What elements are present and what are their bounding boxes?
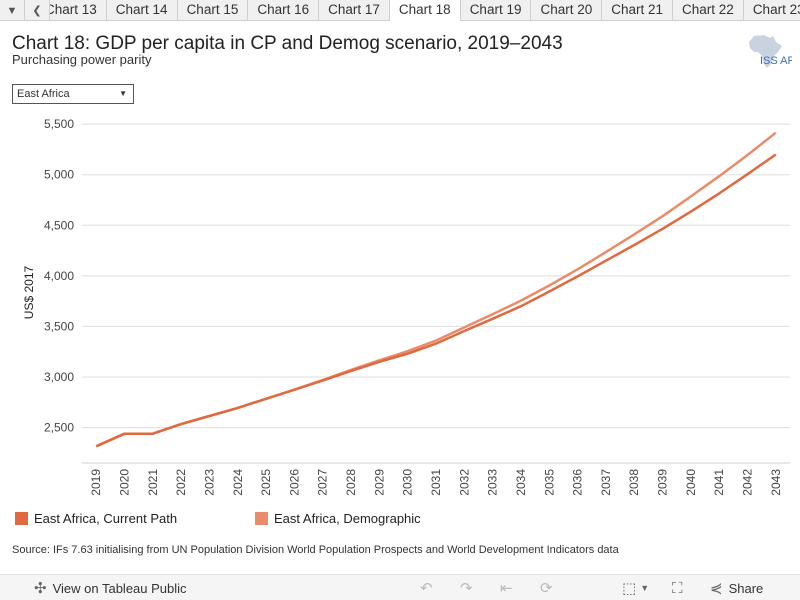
tab-chart-14[interactable]: Chart 14	[107, 0, 178, 21]
legend-swatch	[255, 512, 268, 525]
y-tick-label: 3,000	[44, 370, 74, 384]
legend-label: East Africa, Demographic	[274, 511, 421, 526]
x-tick-label: 2027	[316, 469, 330, 496]
tab-chart-15[interactable]: Chart 15	[178, 0, 249, 21]
y-tick-label: 5,000	[44, 168, 74, 182]
x-tick-label: 2021	[146, 469, 160, 496]
legend-label: East Africa, Current Path	[34, 511, 178, 526]
x-tick-label: 2034	[514, 469, 528, 496]
x-tick-label: 2043	[769, 469, 783, 496]
y-tick-label: 4,500	[44, 218, 74, 232]
africa-map-icon	[749, 35, 782, 68]
tab-strip: Chart 13 Chart 14 Chart 15 Chart 16 Chart 17…	[50, 0, 800, 21]
tab-chart-23[interactable]: Chart 23	[744, 0, 800, 21]
tab-chart-19[interactable]: Chart 19	[461, 0, 532, 21]
tab-menu-button[interactable]: ▼	[0, 0, 25, 21]
refresh-icon: ⟳	[540, 580, 553, 597]
tab-chart-18[interactable]: Chart 18	[389, 0, 461, 21]
caret-down-icon: ▼	[640, 583, 650, 593]
x-tick-label: 2039	[656, 469, 670, 496]
tableau-logo-icon: ✣	[34, 580, 47, 597]
tab-chart-13[interactable]: Chart 13	[50, 0, 107, 21]
x-tick-label: 2020	[117, 469, 131, 496]
x-tick-label: 2024	[231, 469, 245, 496]
x-tick-label: 2019	[89, 469, 103, 496]
chevron-down-icon: ▼	[6, 4, 18, 17]
fullscreen-icon: ⛶	[672, 579, 683, 597]
x-tick-label: 2037	[599, 469, 613, 496]
x-axis-ticks: 2019 2020 2021 2022 2023 2024 2025 2026 2027 2028…	[89, 469, 783, 496]
tab-scroll-left-button[interactable]: ❮	[25, 0, 50, 21]
legend-item-demographic[interactable]: East Africa, Demographic	[255, 511, 421, 526]
undo-button[interactable]: ↶	[420, 575, 433, 600]
tab-list: Chart 13 Chart 14 Chart 15 Chart 16 Chart 17…	[50, 0, 800, 21]
view-on-tableau-link[interactable]: ✣ View on Tableau Public	[34, 575, 187, 600]
legend-swatch	[15, 512, 28, 525]
y-tick-label: 3,500	[44, 319, 74, 333]
x-tick-label: 2023	[202, 469, 216, 496]
region-filter-dropdown[interactable]: East Africa ▼	[12, 84, 134, 104]
tab-chart-20[interactable]: Chart 20	[531, 0, 603, 21]
tab-chart-22[interactable]: Chart 22	[673, 0, 744, 21]
x-tick-label: 2031	[429, 469, 443, 496]
x-tick-label: 2035	[542, 469, 556, 496]
x-tick-label: 2025	[259, 469, 273, 496]
x-tick-label: 2041	[712, 469, 726, 496]
logo-text: ISS AFI	[760, 55, 792, 67]
share-label: Share	[728, 580, 764, 596]
x-tick-label: 2032	[457, 469, 471, 496]
y-tick-label: 5,500	[44, 117, 74, 131]
region-filter-value: East Africa	[17, 88, 70, 100]
x-tick-label: 2022	[174, 469, 188, 496]
x-tick-label: 2033	[486, 469, 500, 496]
refresh-button[interactable]: ⟳	[540, 575, 553, 600]
chart-title: Chart 18: GDP per capita in CP and Demog…	[12, 33, 563, 54]
view-on-tableau-label: View on Tableau Public	[52, 580, 187, 596]
tab-bar: ▼ ❮ Chart 13 Chart 14 Chart 15 Chart 16 Char…	[0, 0, 800, 21]
grid-lines	[82, 123, 790, 464]
x-tick-label: 2042	[741, 469, 755, 496]
x-tick-label: 2030	[401, 469, 415, 496]
x-tick-label: 2036	[571, 469, 585, 496]
undo-icon: ↶	[420, 580, 433, 597]
x-tick-label: 2040	[684, 469, 698, 496]
x-tick-label: 2026	[287, 469, 301, 496]
series-line-demographic[interactable]	[95, 131, 777, 448]
download-icon: ⬚	[622, 580, 637, 597]
iss-afi-logo: ISS AFI	[749, 35, 792, 68]
tab-chart-16[interactable]: Chart 16	[248, 0, 320, 21]
redo-button[interactable]: ↷	[460, 575, 473, 600]
y-tick-label: 2,500	[44, 421, 74, 435]
source-note: Source: IFs 7.63 initialising from UN Po…	[12, 544, 619, 556]
share-button[interactable]: ⋞ Share	[710, 575, 763, 600]
tab-chart-21[interactable]: Chart 21	[602, 0, 674, 21]
caret-down-icon: ▼	[119, 89, 127, 98]
chart-subtitle: Purchasing power parity	[12, 52, 152, 67]
y-axis-label: US$ 2017	[22, 265, 36, 319]
y-axis-ticks: 2,500 3,000 3,500 4,000 4,500 5,000 5,500	[44, 117, 74, 434]
download-button[interactable]: ⬚ ▼	[622, 575, 649, 600]
x-tick-label: 2038	[627, 469, 641, 496]
series-lines	[95, 131, 777, 448]
revert-button[interactable]: ⇤	[500, 575, 513, 600]
x-tick-label: 2029	[372, 469, 386, 496]
redo-icon: ↷	[460, 580, 473, 597]
footer-toolbar: ✣ View on Tableau Public ↶ ↷ ⇤ ⟳ ⬚ ▼ ⛶ ⋞…	[0, 574, 800, 600]
fullscreen-button[interactable]: ⛶	[672, 575, 683, 600]
y-tick-label: 4,000	[44, 269, 74, 283]
chevron-left-icon: ❮	[32, 5, 42, 17]
legend-item-current-path[interactable]: East Africa, Current Path	[15, 511, 177, 526]
series-line-current-path[interactable]	[95, 153, 777, 448]
line-chart: 2,500 3,000 3,500 4,000 4,500 5,000 5,500 2019…	[22, 117, 790, 496]
x-tick-label: 2028	[344, 469, 358, 496]
tab-chart-17[interactable]: Chart 17	[319, 0, 390, 21]
revert-icon: ⇤	[500, 580, 513, 597]
share-icon: ⋞	[710, 580, 723, 597]
